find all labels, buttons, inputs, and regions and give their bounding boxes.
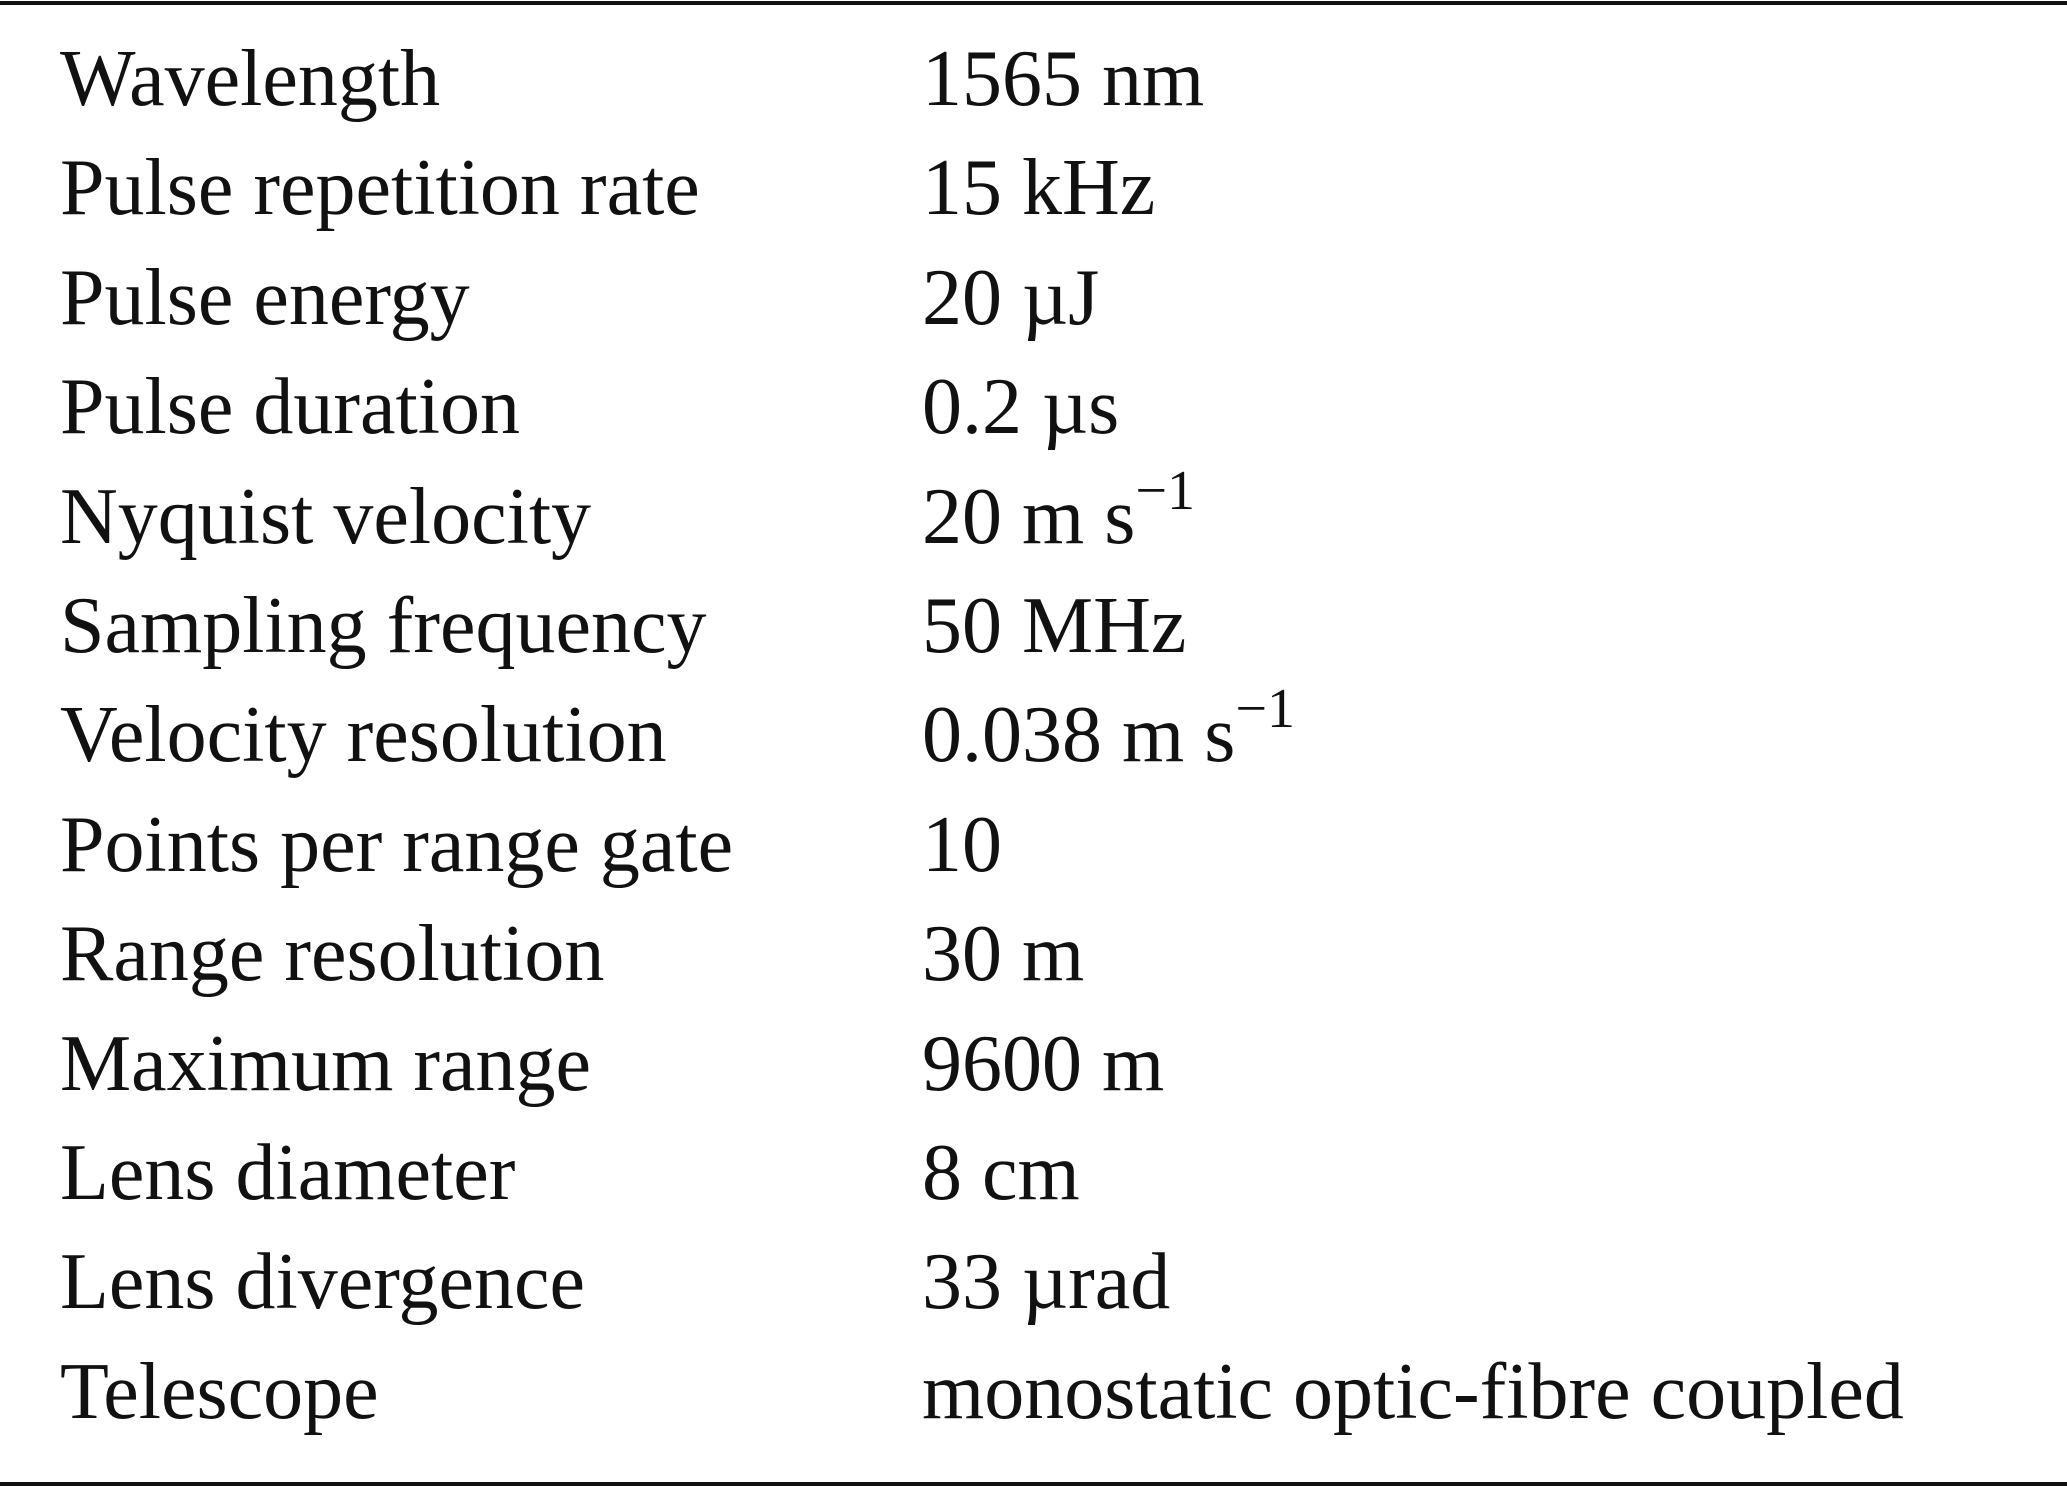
table-row: Range resolution 30 m xyxy=(0,899,2067,1009)
table-row: Lens divergence 33 µrad xyxy=(0,1227,2067,1337)
parameter-label: Pulse repetition rate xyxy=(60,144,700,233)
parameter-value: 0.038 m s−1 xyxy=(922,678,1295,798)
parameter-value: 30 m xyxy=(922,910,1085,999)
parameter-label: Nyquist velocity xyxy=(60,472,592,561)
parameter-value: 10 xyxy=(922,800,1002,889)
parameter-label: Maximum range xyxy=(60,1019,591,1108)
parameter-label: Lens divergence xyxy=(60,1238,585,1327)
value-exponent: −1 xyxy=(1135,459,1195,522)
bottom-rule xyxy=(0,1482,2067,1486)
table-row: Pulse energy 20 µJ xyxy=(0,243,2067,353)
parameter-value: 20 m s−1 xyxy=(922,459,1195,580)
parameter-label: Pulse energy xyxy=(60,253,470,342)
parameter-value: 9600 m xyxy=(922,1019,1165,1108)
parameter-label: Sampling frequency xyxy=(60,582,707,670)
parameter-value: 50 MHz xyxy=(922,582,1187,670)
table-row: Nyquist velocity 20 m s−1 xyxy=(0,460,2067,572)
parameter-label: Wavelength xyxy=(60,35,441,123)
parameter-value: 0.2 µs xyxy=(922,363,1120,452)
table-row: Lens diameter 8 cm xyxy=(0,1118,2067,1228)
table-row: Wavelength 1565 nm xyxy=(0,24,2067,134)
table-row: Maximum range 9600 m xyxy=(0,1009,2067,1119)
top-rule xyxy=(0,1,2067,5)
parameter-label: Telescope xyxy=(60,1347,379,1436)
value-exponent: −1 xyxy=(1235,678,1295,741)
value-base: 0.038 m s xyxy=(922,691,1236,780)
value-base: 20 m s xyxy=(922,472,1136,561)
parameter-label: Points per range gate xyxy=(60,800,734,889)
parameter-value: 8 cm xyxy=(922,1129,1080,1217)
parameter-value: 1565 nm xyxy=(922,35,1205,123)
table-row: Pulse repetition rate 15 kHz xyxy=(0,133,2067,243)
table-row: Telescope monostatic optic-fibre coupled xyxy=(0,1337,2067,1447)
table-row: Sampling frequency 50 MHz xyxy=(0,571,2067,681)
parameter-value: monostatic optic-fibre coupled xyxy=(922,1347,1904,1436)
parameter-value: 15 kHz xyxy=(922,144,1156,233)
table-row: Points per range gate 10 xyxy=(0,790,2067,900)
parameter-label: Range resolution xyxy=(60,910,605,999)
parameter-label: Pulse duration xyxy=(60,363,520,452)
parameter-label: Velocity resolution xyxy=(60,691,667,780)
parameter-label: Lens diameter xyxy=(60,1129,516,1217)
parameter-value: 20 µJ xyxy=(922,253,1100,342)
parameter-value: 33 µrad xyxy=(922,1238,1171,1327)
table-row: Pulse duration 0.2 µs xyxy=(0,352,2067,462)
table-row: Velocity resolution 0.038 m s−1 xyxy=(0,678,2067,790)
